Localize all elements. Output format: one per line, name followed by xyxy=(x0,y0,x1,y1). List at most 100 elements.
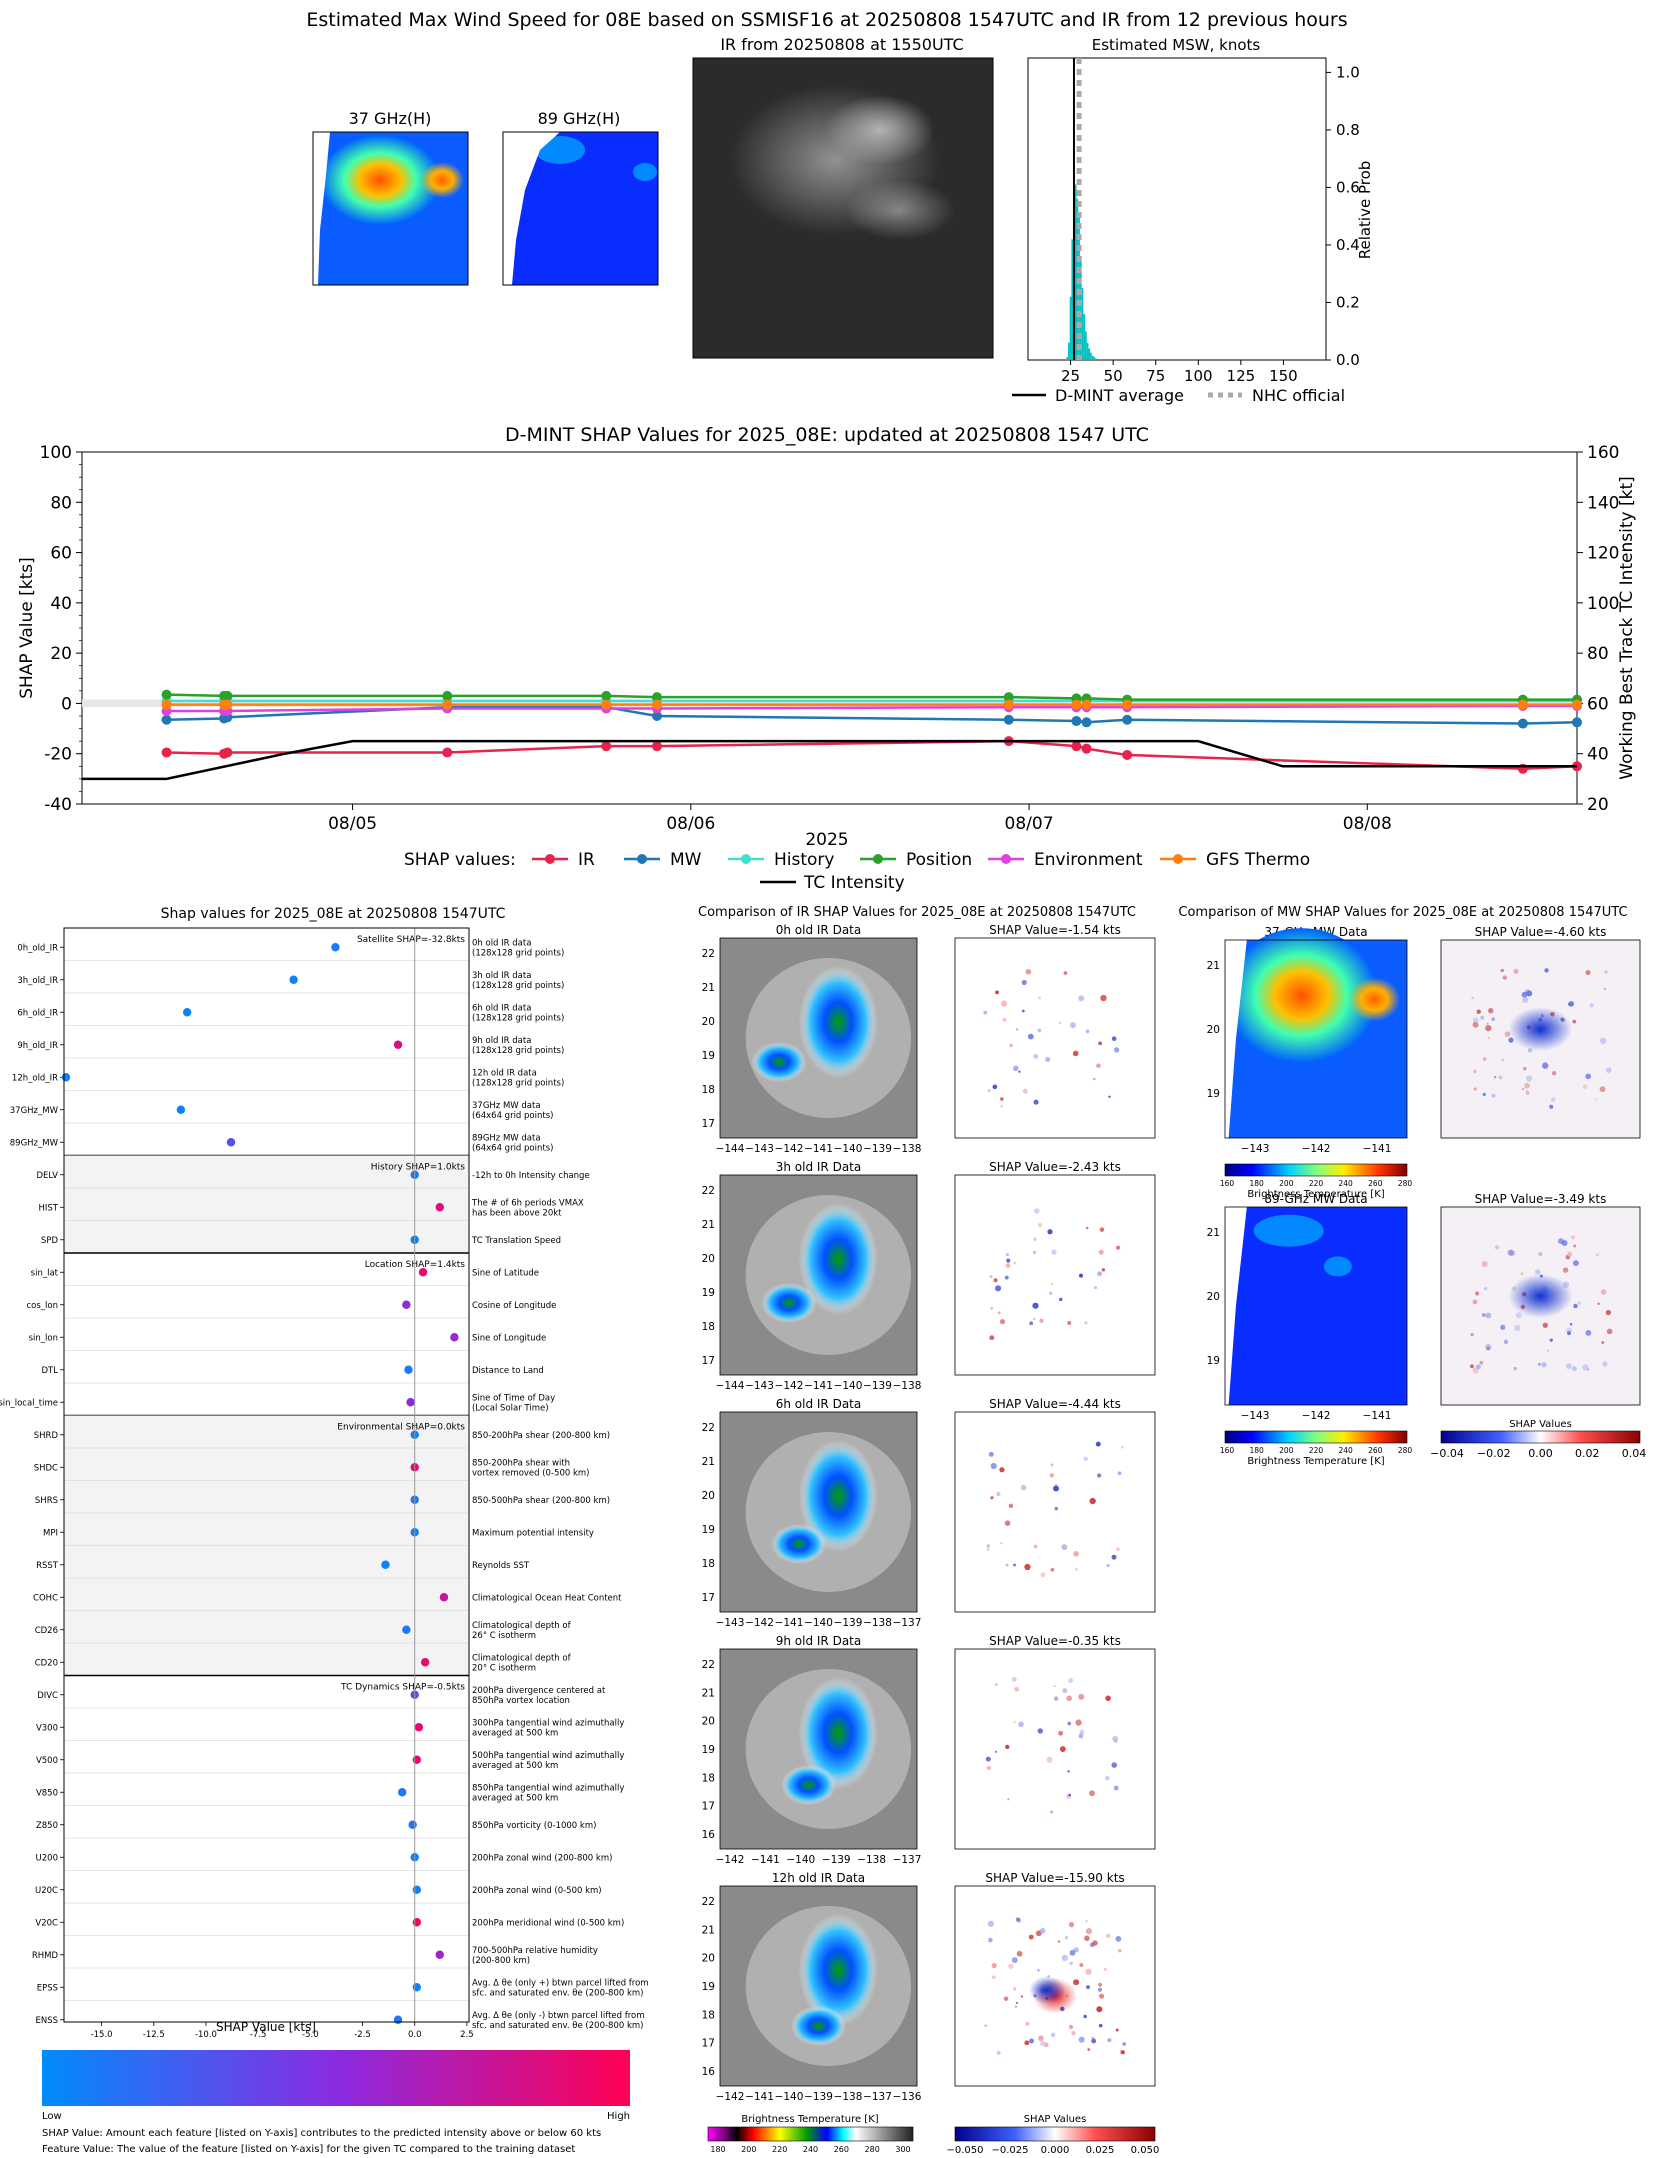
shap-speckle xyxy=(1589,1003,1594,1008)
feature-point xyxy=(408,1820,417,1829)
shap-speckle xyxy=(1003,1996,1009,2001)
shap-speckle xyxy=(1595,1253,1600,1257)
shap-speckle xyxy=(1567,1251,1573,1257)
ir-ytick-label: 22 xyxy=(702,1422,715,1434)
shap-speckle xyxy=(1039,1927,1046,1934)
shap-speckle xyxy=(987,1920,994,1927)
ir-bt-tick-label: 180 xyxy=(710,2145,725,2154)
mw-bt-tick-label: 180 xyxy=(1250,1446,1265,1455)
feature-point xyxy=(414,1723,424,1732)
feature-point xyxy=(439,1593,449,1602)
shap-speckle xyxy=(1502,975,1507,980)
shap-speckle xyxy=(1085,1029,1090,1034)
shap-speckle xyxy=(1111,1762,1117,1768)
shap-speckle xyxy=(1085,1226,1089,1230)
shap-speckle xyxy=(1000,1542,1003,1545)
ir-bt-tick-label: 220 xyxy=(772,2145,787,2154)
shap-speckle xyxy=(1096,1473,1102,1478)
mw-shap-colorbar xyxy=(1440,1430,1641,1444)
shap-speckle xyxy=(1068,1922,1075,1928)
feature-name: V300 xyxy=(36,1723,58,1733)
shap-speckle xyxy=(1006,1258,1011,1263)
shap-speckle xyxy=(1063,971,1068,975)
msw-ytick-label: 0.6 xyxy=(1336,178,1360,196)
ir-xtick-label: −143 xyxy=(745,1380,774,1392)
timeseries-ylabel: SHAP Value [kts] xyxy=(17,557,37,699)
ir-ytick-label: 21 xyxy=(702,982,715,994)
feature-point xyxy=(420,1658,430,1667)
mw-shap-tick-label: 0.04 xyxy=(1622,1447,1647,1460)
ir-bt-tick-label: 300 xyxy=(895,2145,910,2154)
mw-bt-tick-label: 180 xyxy=(1250,1179,1265,1188)
feature-desc: 9h old IR data xyxy=(472,1036,531,1046)
feature-point xyxy=(412,1755,422,1764)
feature-desc: 300hPa tangential wind azimuthally xyxy=(472,1718,624,1728)
ts-y2tick-label: 80 xyxy=(1587,644,1609,664)
mw-bt-tick-label: 240 xyxy=(1339,1446,1354,1455)
shap-speckle xyxy=(1018,1070,1021,1073)
shap-speckle xyxy=(1079,1963,1084,1967)
shap-speckle xyxy=(1487,1036,1491,1039)
feature-point xyxy=(61,1073,71,1082)
shap-speckle xyxy=(1481,1261,1488,1267)
feature-desc: Climatological Ocean Heat Content xyxy=(472,1593,622,1603)
shap-speckle xyxy=(1113,1785,1119,1791)
feature-desc: 200hPa meridional wind (0-500 km) xyxy=(472,1918,624,1928)
ir-xtick-label: −136 xyxy=(893,2091,922,2103)
shap-speckle xyxy=(1008,1963,1014,1969)
feature-desc: sfc. and saturated env. θe (200-800 km) xyxy=(472,2021,644,2031)
feature-point xyxy=(176,1105,186,1114)
ir-shap-colorbar-title: SHAP Values xyxy=(1024,2114,1087,2125)
shap-speckle xyxy=(1068,2024,1073,2030)
shap-speckle xyxy=(1018,1721,1024,1728)
feature-desc: 12h old IR data xyxy=(472,1068,537,1078)
feature-name: DTL xyxy=(42,1366,59,1376)
ir-shap-image xyxy=(954,937,1156,1139)
ir-ytick-label: 22 xyxy=(702,1896,715,1908)
series-point-ir xyxy=(222,747,233,758)
ts-y2tick-label: 140 xyxy=(1587,493,1619,513)
ts-ytick-label: -40 xyxy=(44,795,72,815)
shap-speckle xyxy=(1078,995,1085,1002)
series-point-gfs xyxy=(161,699,172,710)
shap-speckle xyxy=(1585,1073,1592,1080)
ir-bt-colorbar-title: Brightness Temperature [K] xyxy=(741,2114,878,2125)
mw-bt-tick-label: 160 xyxy=(1220,1179,1235,1188)
ir-panel-label: 12h old IR Data xyxy=(772,1871,865,1885)
mw-image-frame xyxy=(1224,1206,1408,1406)
feature-name: sin_local_time xyxy=(0,1398,58,1408)
shap-speckle xyxy=(1600,1037,1607,1045)
series-point-gfs xyxy=(1003,699,1014,710)
feature-name: U20C xyxy=(35,1886,58,1896)
shap-speckle xyxy=(1015,2001,1019,2005)
feature-desc: Distance to Land xyxy=(472,1366,544,1376)
msw-xtick-label: 150 xyxy=(1269,367,1298,385)
shap-speckle xyxy=(1523,1066,1527,1071)
shap-speckle xyxy=(1107,2038,1112,2043)
legend-label-ir: IR xyxy=(578,850,595,870)
shap-speckle xyxy=(1032,1250,1037,1254)
feature-desc: 37GHz MW data xyxy=(472,1101,541,1111)
feature-point xyxy=(331,943,340,952)
feature-name: HIST xyxy=(39,1203,59,1213)
msw-bar xyxy=(1071,239,1074,360)
legend-label-environment: Environment xyxy=(1034,850,1143,870)
shap-speckle xyxy=(1067,1721,1072,1726)
shap-speckle xyxy=(1093,1077,1096,1081)
ir-bt-tick-label: 280 xyxy=(865,2145,880,2154)
ir-xtick-label: −142 xyxy=(716,1854,745,1866)
intensity-line xyxy=(82,739,1577,781)
shap-speckle xyxy=(1037,1728,1043,1734)
ir-convection xyxy=(761,1283,817,1323)
group-label: Environmental SHAP=0.0kts xyxy=(337,1423,465,1433)
feature-desc: 3h old IR data xyxy=(472,971,531,981)
shap-speckle xyxy=(1038,996,1041,1000)
shap-speckle xyxy=(1535,1269,1541,1275)
ir-xtick-label: −143 xyxy=(745,1143,774,1155)
feature-point xyxy=(226,1138,236,1147)
feature-name: 3h_old_IR xyxy=(17,976,58,986)
mw-shap-colorbar-title: SHAP Values xyxy=(1509,1419,1572,1430)
shap-speckle xyxy=(1568,1002,1571,1006)
mw37-image xyxy=(312,131,469,286)
series-point-ir xyxy=(442,747,453,758)
